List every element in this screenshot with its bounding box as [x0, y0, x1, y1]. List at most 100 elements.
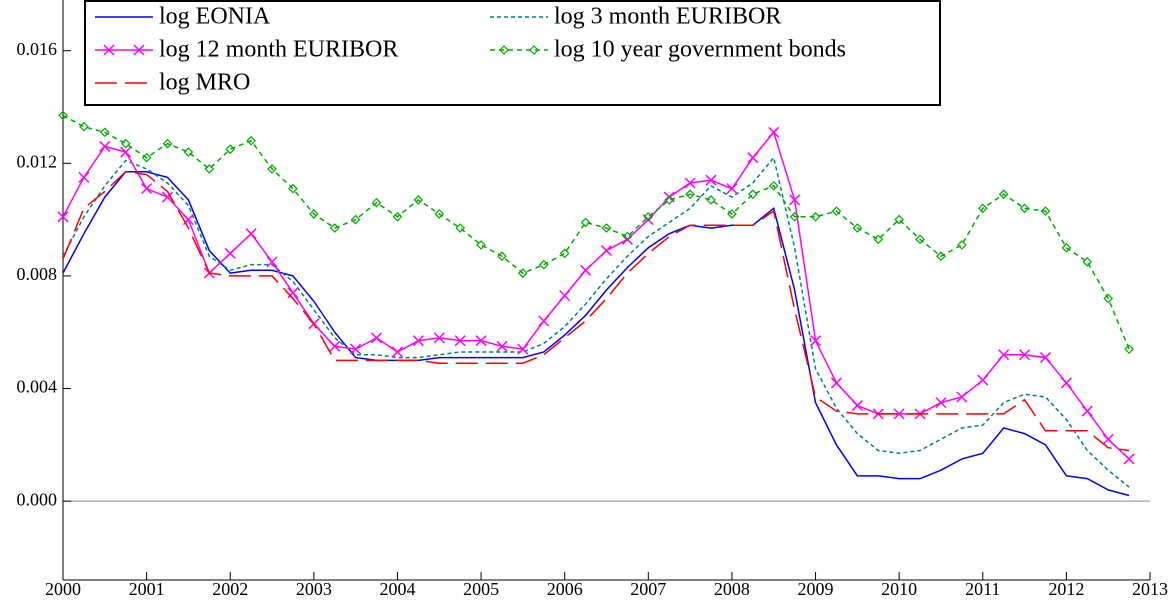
marker [706, 195, 716, 205]
marker [141, 183, 153, 195]
legend-label: log 3 month EURIBOR [554, 4, 781, 30]
marker [58, 110, 68, 121]
marker [852, 223, 863, 233]
y-tick-label: 0.000 [17, 489, 58, 509]
marker [1019, 203, 1030, 214]
marker [936, 251, 946, 262]
marker [1123, 453, 1135, 465]
marker [1103, 293, 1114, 304]
marker [434, 209, 445, 219]
legend-label: log 12 month EURIBOR [159, 37, 398, 63]
marker [120, 146, 132, 158]
marker [830, 377, 842, 389]
marker [727, 209, 737, 219]
marker [789, 194, 801, 206]
marker [1102, 433, 1114, 445]
legend-label: log MRO [159, 70, 250, 96]
x-tick-label: 2008 [714, 579, 750, 599]
marker [224, 247, 236, 259]
marker [433, 332, 445, 344]
marker [99, 140, 111, 152]
x-tick-label: 2002 [212, 579, 248, 599]
marker [391, 346, 403, 358]
marker [685, 189, 695, 200]
marker [308, 209, 319, 219]
marker [133, 44, 145, 56]
marker [288, 183, 298, 194]
marker [161, 191, 174, 203]
x-tick-label: 2012 [1048, 579, 1084, 599]
marker [287, 287, 299, 299]
legend-box [84, 0, 941, 106]
marker [1082, 256, 1093, 267]
marker [475, 335, 487, 347]
marker [392, 211, 403, 222]
marker [329, 340, 341, 352]
marker [1019, 349, 1031, 361]
marker [455, 223, 466, 233]
marker [245, 228, 257, 240]
marker [977, 374, 989, 386]
marker [267, 164, 277, 174]
marker [412, 335, 424, 347]
marker [705, 174, 717, 186]
marker [497, 251, 507, 262]
marker [684, 177, 696, 189]
legend-label: log 10 year government bonds [554, 37, 846, 63]
marker [831, 206, 842, 217]
marker [266, 256, 278, 268]
y-tick-label: 0.012 [17, 151, 58, 171]
y-tick-label: 0.008 [17, 264, 58, 284]
marker [496, 340, 508, 352]
x-tick-label: 2007 [630, 579, 666, 599]
marker [580, 264, 592, 276]
marker [517, 343, 529, 355]
marker [559, 248, 570, 259]
marker [529, 45, 539, 55]
marker [894, 214, 905, 225]
x-tick-label: 2004 [379, 579, 415, 599]
marker [601, 223, 612, 233]
series-line [62, 170, 1130, 452]
x-tick-label: 2010 [881, 579, 917, 599]
marker [580, 217, 591, 228]
marker [1039, 352, 1052, 364]
x-tick-label: 2013 [1132, 579, 1168, 599]
marker [538, 259, 549, 270]
marker [476, 240, 486, 250]
marker [851, 399, 863, 411]
series-line [62, 114, 1130, 350]
marker [559, 290, 571, 302]
marker [329, 223, 340, 233]
legend-label: log EONIA [159, 4, 271, 30]
marker [371, 197, 382, 208]
marker [893, 408, 905, 420]
marker [643, 211, 654, 222]
marker [998, 349, 1010, 361]
marker [79, 121, 89, 132]
x-tick-label: 2001 [129, 579, 165, 599]
marker [162, 138, 173, 149]
x-tick-label: 2009 [798, 579, 834, 599]
marker [1061, 242, 1072, 253]
x-tick-label: 2011 [965, 579, 1000, 599]
marker [538, 315, 550, 327]
marker [1060, 377, 1072, 389]
marker [747, 189, 758, 200]
marker [103, 44, 115, 56]
series-line [62, 170, 1130, 497]
marker [246, 135, 256, 146]
x-tick-label: 2000 [45, 579, 81, 599]
series-line [62, 130, 1130, 460]
marker [998, 189, 1009, 200]
marker [371, 332, 383, 344]
marker [518, 268, 528, 278]
marker [935, 397, 947, 409]
marker [57, 211, 69, 223]
marker [915, 234, 925, 245]
marker [499, 45, 509, 55]
marker [747, 152, 759, 164]
y-tick-label: 0.004 [17, 377, 58, 397]
marker [99, 127, 110, 138]
